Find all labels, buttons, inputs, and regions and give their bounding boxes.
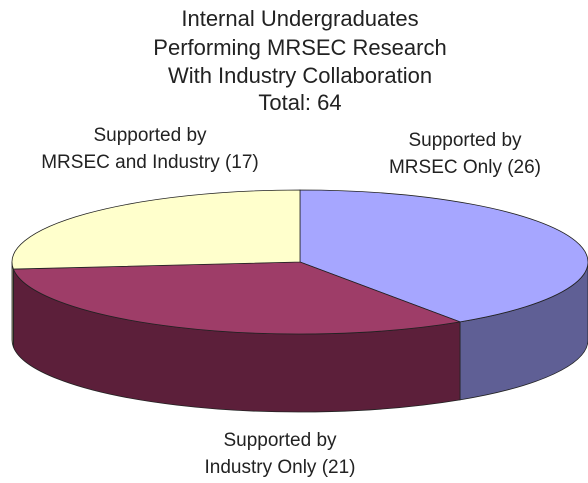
slice-side	[11, 261, 14, 348]
slice-label: Supported by	[93, 125, 207, 146]
slice-label: Supported by	[408, 130, 522, 151]
slice-label: MRSEC and Industry (17)	[41, 152, 259, 173]
slice-label: Industry Only (21)	[205, 457, 356, 478]
slice	[11, 189, 301, 270]
chart-title: Performing MRSEC Research	[153, 35, 446, 60]
slice-label: Supported by	[223, 430, 337, 451]
slice	[12, 261, 462, 335]
slice-label: MRSEC Only (26)	[389, 157, 541, 178]
chart-title: Total: 64	[258, 90, 341, 115]
chart-title: Internal Undergraduates	[181, 6, 418, 31]
chart-title: With Industry Collaboration	[168, 63, 432, 88]
